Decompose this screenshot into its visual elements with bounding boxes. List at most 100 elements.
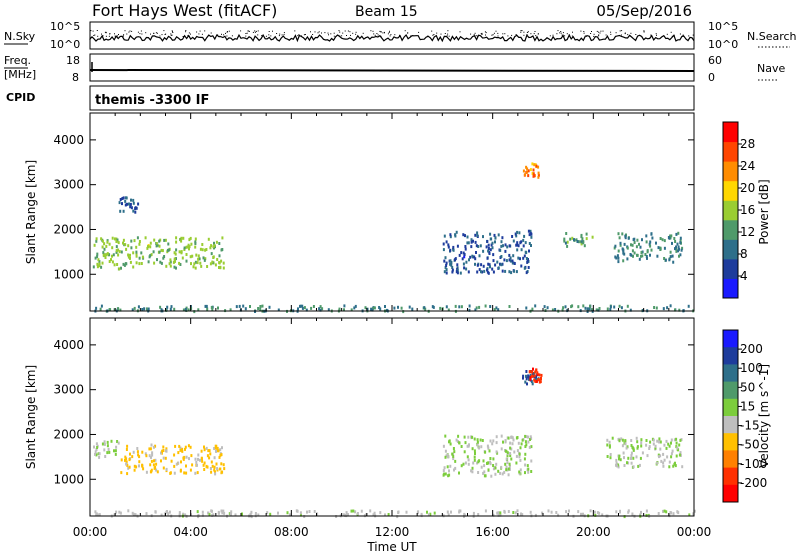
power-echo-cell [504,243,507,247]
power-echo-cell [583,244,586,248]
power-echo-cell [115,245,118,249]
nave-tick-top: 60 [708,54,722,67]
velocity-echo-cell [670,455,673,459]
velocity-echo-cell [517,441,520,445]
power-echo-cell [501,262,504,266]
velocity-echo-cell [625,446,628,450]
velocity-echo-cell [523,457,526,461]
nsearch-point [350,34,351,36]
power-echo-cell [522,169,525,173]
velocity-echo-cell [478,446,481,450]
velocity-echo-cell [533,374,536,378]
velocity-echo-cell [623,464,626,467]
velocity-echo-cell [215,444,218,448]
power-echo-cell [663,246,666,250]
power-echo-cell [589,304,591,308]
nsearch-point [139,33,141,35]
nsearch-point [590,33,592,34]
power-echo-cell [219,265,222,269]
power-echo-cell [480,270,482,274]
nsearch-point [497,32,499,34]
nsearch-point [533,33,535,35]
velocity-echo-cell [214,472,217,476]
nsearch-point [128,31,130,33]
velocity-echo-cell [668,460,671,464]
velocity-echo-cell [313,510,316,513]
velocity-echo-cell [221,511,224,515]
power-echo-cell [95,237,98,241]
power-echo-cell [635,245,638,249]
power-echo-cell [393,306,396,310]
nsearch-point [473,34,475,36]
velocity-echo-cell [219,448,222,452]
power-echo-cell [102,253,105,257]
velocity-echo-cell [126,444,129,448]
velocity-echo-cell [150,459,153,463]
power-echo-cell [198,257,201,261]
velocity-echo-cell [196,471,199,475]
velocity-echo-cell [504,440,507,444]
power-echo-cell [159,305,162,309]
velocity-echo-cell [511,442,514,446]
power-echo-cell [318,307,321,311]
velocity-echo-cell [464,461,467,465]
power-echo-cell [669,250,672,254]
velocity-echo-cell [540,377,542,380]
power-echo-cell [671,241,673,245]
velocity-echo-cell [222,463,225,467]
velocity-echo-cell [373,511,376,515]
velocity-echo-cell [152,463,155,467]
power-echo-cell [451,270,454,274]
velocity-echo-cell [619,458,622,462]
velocity-echo-cell [299,511,302,515]
velocity-echo-cell [534,513,537,517]
velocity-echo-cell [241,512,243,516]
velocity-echo-cell [609,453,612,456]
nsearch-point [527,31,529,33]
power-echo-cell [159,260,162,264]
velocity-echo-cell [540,373,543,377]
velocity-echo-cell [621,444,624,448]
velocity-echo-cell [163,512,166,516]
velocity-echo-cell [183,471,186,475]
velocity-echo-cell [516,449,519,453]
velocity-echo-cell [477,460,480,464]
velocity-echo-cell [151,451,154,455]
power-echo-cell [100,237,103,241]
nsky-tick-bottom: 10^0 [50,38,80,51]
power-echo-cell [152,250,155,254]
velocity-echo-cell [405,510,408,514]
velocity-echo-cell [179,448,182,452]
velocity-echo-cell [467,444,470,448]
power-echo-cell [575,238,578,242]
velocity-echo-cell [624,439,627,443]
nsearch-point [566,33,568,35]
power-echo-cell [674,247,676,251]
power-echo-cell [677,249,680,253]
power-echo-cell [218,261,221,265]
velocity-echo-cell [153,459,155,463]
velocity-echo-cell [534,377,537,380]
velocity-echo-cell [608,445,611,449]
power-echo-cell [235,305,238,309]
velocity-echo-cell [344,513,347,517]
power-echo-cell [537,175,540,179]
nsearch-point [495,30,497,32]
power-echo-cell [124,262,127,266]
velocity-echo-cell [618,439,621,443]
velocity-echo-cell [530,445,533,449]
power-echo-cell [517,256,520,260]
power-echo-cell [633,251,636,255]
nsearch-point [283,32,285,34]
nsearch-point [564,35,566,37]
velocity-echo-cell [181,449,184,453]
nsearch-point [317,32,319,34]
velocity-echo-cell [508,467,511,471]
nsearch-point [333,32,335,34]
velocity-echo-cell [502,440,504,444]
power-echo-cell [312,305,315,308]
power-echo-cell [580,240,582,244]
power-echo-cell [119,209,122,213]
velocity-echo-cell [185,464,187,468]
